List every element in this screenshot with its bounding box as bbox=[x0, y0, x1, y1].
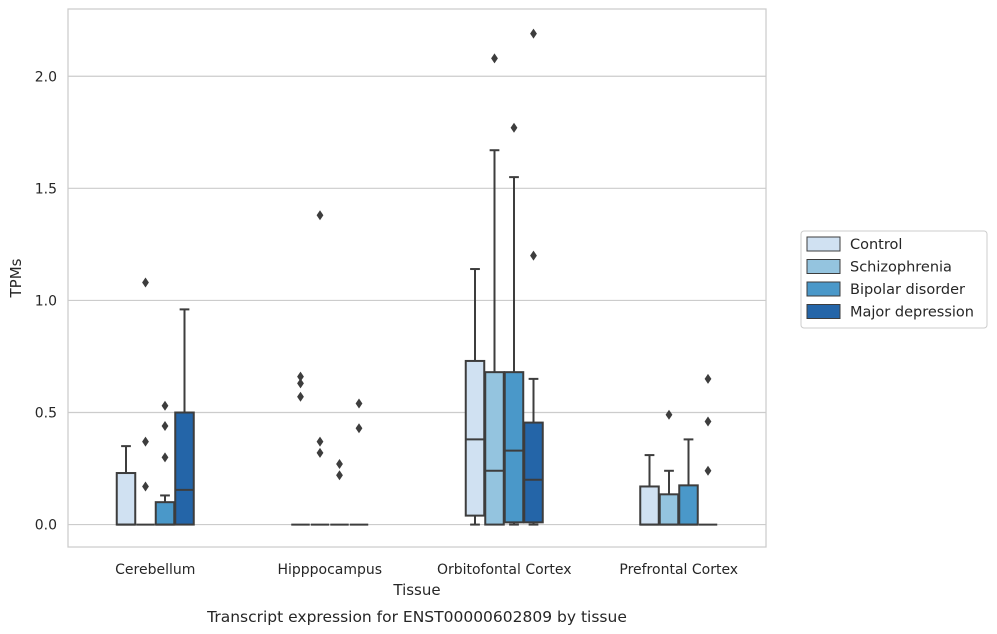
y-tick-label: 0.0 bbox=[35, 518, 57, 534]
box bbox=[291, 371, 310, 526]
box bbox=[503, 122, 525, 526]
y-tick-label: 0.5 bbox=[35, 406, 57, 422]
box bbox=[136, 277, 155, 526]
legend-label: Bipolar disorder bbox=[850, 282, 965, 298]
chart-caption: Transcript expression for ENST0000060280… bbox=[206, 608, 627, 626]
box-body bbox=[678, 484, 699, 526]
box bbox=[349, 398, 369, 526]
outlier-point bbox=[316, 447, 324, 458]
y-axis-ticks: 0.0 0.5 1.0 1.5 2.0 bbox=[35, 69, 57, 533]
outlier-point bbox=[161, 452, 169, 463]
x-tick-label: Orbitofontal Cortex bbox=[437, 562, 572, 578]
box-body bbox=[154, 501, 176, 526]
y-tick-label: 1.0 bbox=[35, 293, 57, 309]
box-body bbox=[523, 421, 544, 524]
box bbox=[698, 373, 718, 526]
box bbox=[658, 409, 680, 526]
box bbox=[464, 268, 486, 526]
outlier-point bbox=[355, 398, 363, 409]
outlier-point bbox=[297, 378, 304, 389]
box bbox=[484, 53, 505, 526]
box bbox=[330, 459, 349, 526]
y-axis-label: TPMs bbox=[7, 258, 25, 298]
box-body bbox=[174, 411, 195, 526]
outlier-point bbox=[336, 470, 343, 481]
box-body bbox=[115, 472, 137, 526]
box bbox=[115, 445, 137, 526]
x-tick-label: Cerebellum bbox=[115, 562, 195, 578]
box bbox=[154, 400, 176, 526]
box bbox=[678, 438, 699, 526]
outlier-point bbox=[336, 459, 343, 470]
box bbox=[310, 210, 330, 526]
outlier-point bbox=[297, 391, 304, 402]
outlier-point bbox=[161, 420, 169, 431]
legend-swatch bbox=[806, 259, 841, 274]
outlier-point bbox=[491, 53, 498, 64]
box bbox=[174, 308, 195, 526]
legend-frame bbox=[800, 230, 988, 329]
outlier-point bbox=[355, 423, 363, 434]
legend-swatch bbox=[806, 281, 841, 297]
outlier-point bbox=[530, 250, 537, 261]
box-body bbox=[503, 371, 525, 524]
box-body bbox=[484, 371, 505, 526]
outlier-point bbox=[704, 465, 712, 476]
box-groups bbox=[115, 28, 718, 526]
legend-item: Schizophrenia bbox=[806, 259, 952, 276]
outlier-point bbox=[530, 28, 537, 39]
y-tick-label: 2.0 bbox=[35, 69, 57, 85]
legend-item: Bipolar disorder bbox=[806, 281, 965, 298]
outlier-point bbox=[316, 436, 324, 447]
x-axis-ticks: Cerebellum Hipppocampus Orbitofontal Corte… bbox=[115, 562, 738, 578]
plot-area-frame bbox=[67, 8, 767, 548]
outlier-point bbox=[142, 277, 149, 288]
x-tick-label: Hipppocampus bbox=[277, 562, 382, 578]
legend-label: Schizophrenia bbox=[850, 260, 952, 276]
outlier-point bbox=[510, 122, 518, 133]
box bbox=[523, 28, 544, 526]
legend-label: Major depression bbox=[850, 305, 974, 321]
outlier-point bbox=[142, 436, 149, 447]
outlier-point bbox=[704, 416, 712, 427]
outlier-point bbox=[142, 481, 149, 492]
outlier-point bbox=[704, 373, 712, 384]
x-tick-label: Prefrontal Cortex bbox=[619, 562, 738, 578]
x-axis-label: Tissue bbox=[392, 581, 440, 599]
legend-swatch bbox=[806, 304, 841, 319]
outlier-point bbox=[297, 371, 304, 382]
y-tick-label: 1.5 bbox=[35, 181, 57, 197]
outlier-point bbox=[161, 400, 169, 411]
grid-lines bbox=[68, 75, 766, 526]
outlier-point bbox=[316, 210, 324, 221]
legend-label: Control bbox=[850, 237, 902, 253]
box bbox=[639, 454, 660, 526]
box-body bbox=[639, 485, 660, 526]
box-body bbox=[658, 493, 680, 526]
legend-item: Major depression bbox=[806, 304, 974, 321]
legend-swatch bbox=[806, 236, 841, 252]
box-body bbox=[464, 359, 486, 517]
outlier-point bbox=[665, 409, 673, 420]
legend: Control Schizophrenia Bipolar disorder Majo… bbox=[800, 230, 988, 329]
legend-item: Control bbox=[806, 236, 902, 253]
